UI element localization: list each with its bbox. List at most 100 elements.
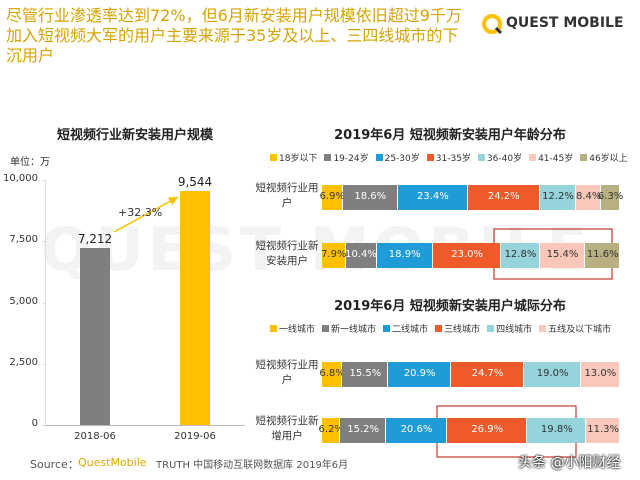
tick-mark	[42, 302, 45, 304]
legend-label: 25-30岁	[384, 154, 420, 164]
legend-item: 一线城市	[270, 322, 315, 335]
legend-item: 46岁以上	[580, 151, 628, 164]
bar-segment	[342, 185, 398, 210]
bar-segment	[539, 243, 586, 268]
legend-label: 三线城市	[444, 325, 481, 335]
bar-segment	[450, 362, 525, 387]
value-label: 9,544	[177, 175, 213, 190]
bar-segment	[340, 418, 386, 443]
value-label: 20.9%	[403, 368, 436, 379]
source-text: TRUTH 中国移动互联网数据库 2019年6月	[156, 460, 349, 471]
value-label: 26.9%	[471, 424, 504, 435]
legend-label: 36-40岁	[486, 154, 523, 164]
bar-segment	[501, 243, 540, 268]
bar-segment	[397, 185, 468, 210]
value-label: 18.9%	[388, 249, 421, 260]
legend-item: 五线及以下城市	[539, 322, 611, 335]
category-label: 短视频行业用户	[255, 182, 319, 209]
x-tick-label: 2018-06	[74, 431, 116, 442]
value-label: 11.6%	[586, 249, 619, 260]
tick-mark	[42, 363, 45, 365]
bar-segment	[432, 243, 502, 268]
value-label: 12.2%	[542, 191, 574, 202]
y-tick-label: 2,500	[9, 356, 38, 368]
legend-item: 31-35岁	[426, 151, 471, 164]
bar-segment	[322, 243, 346, 268]
y-tick-label: 7,500	[9, 234, 38, 246]
bar	[180, 191, 210, 425]
value-label: 7.9%	[321, 249, 347, 260]
legend-swatch	[383, 325, 391, 332]
source-label: Source：	[30, 458, 79, 471]
legend-swatch	[324, 154, 332, 161]
bar-segment	[580, 362, 620, 387]
bar-segment	[376, 243, 433, 268]
value-label: 6.9%	[319, 191, 345, 202]
legend-swatch	[426, 154, 434, 161]
legend-label: 41-45岁	[538, 154, 574, 164]
value-label: 15.5%	[349, 368, 382, 379]
legend-label: 五线及以下城市	[548, 325, 612, 335]
bar-segment	[539, 185, 577, 210]
value-label: 15.2%	[347, 424, 379, 435]
value-label: 10.4%	[345, 249, 377, 260]
bar-segment	[524, 362, 581, 387]
credit: 头条 @小阳财经	[518, 455, 621, 471]
legend-swatch	[529, 154, 537, 161]
value-label: 23.4%	[416, 191, 449, 202]
legend-label: 18岁以下	[279, 154, 318, 164]
bar	[80, 248, 110, 425]
legend-item: 新一线城市	[322, 322, 376, 335]
value-label: 20.6%	[400, 424, 433, 435]
bar-segment	[388, 362, 451, 387]
tick-mark	[42, 241, 45, 243]
legend-label: 19-24岁	[333, 154, 369, 164]
bar-segment	[385, 418, 448, 443]
legend-label: 31-35岁	[435, 154, 471, 164]
legend-item: 19-24岁	[324, 151, 369, 164]
chart-title: 2019年6月 短视频新安装用户年龄分布	[334, 128, 566, 143]
value-label: 12.8%	[504, 249, 537, 260]
y-tick-label: 0	[31, 418, 38, 429]
legend: 一线城市 新一线城市 二线城市 三线城市 四线城市 五线及以下城市	[270, 322, 630, 335]
headline: 尽管行业渗透率达到72%，但6月新安装用户规模依旧超过9千万加入短视频大军的用户…	[6, 6, 462, 65]
value-label: 6.8%	[319, 368, 345, 379]
bar-segment	[322, 418, 341, 443]
bar-segment	[322, 362, 343, 387]
bar-segment	[342, 362, 389, 387]
value-label: 19.8%	[540, 424, 573, 435]
legend-swatch	[435, 325, 443, 332]
value-label: 7,212	[77, 232, 113, 247]
legend-swatch	[580, 154, 588, 161]
legend-swatch	[477, 154, 485, 161]
bar-segment	[467, 185, 540, 210]
legend-item: 25-30岁	[375, 151, 420, 164]
value-label: 11.3%	[587, 424, 620, 435]
bar-segment	[322, 185, 343, 210]
legend-item: 41-45岁	[529, 151, 573, 164]
y-tick-label: 5,000	[9, 295, 38, 307]
legend-item: 三线城市	[435, 322, 480, 335]
legend-swatch	[539, 325, 547, 332]
legend-item: 36-40岁	[477, 151, 523, 164]
x-tick-label: 2019-06	[174, 431, 216, 442]
value-label: 24.7%	[471, 368, 504, 379]
logo: QUEST MOBILE	[506, 15, 624, 31]
source-brand: QuestMobile	[78, 456, 147, 469]
legend-swatch	[375, 154, 383, 161]
legend-swatch	[270, 325, 277, 332]
chart-title: 短视频行业新安装用户规模	[56, 128, 214, 143]
bar-segment	[345, 243, 377, 268]
tick-mark	[42, 180, 45, 181]
legend-item: 18岁以下	[270, 151, 317, 164]
bar-segment	[601, 185, 620, 210]
legend-swatch	[270, 154, 277, 161]
value-label: 13.0%	[584, 368, 617, 379]
value-label: 15.4%	[546, 249, 579, 260]
value-label: 8.4%	[576, 191, 602, 202]
logo-icon	[482, 14, 503, 35]
bar-segment	[447, 418, 528, 443]
value-label: 18.6%	[354, 191, 387, 202]
bar-segment	[576, 185, 602, 210]
